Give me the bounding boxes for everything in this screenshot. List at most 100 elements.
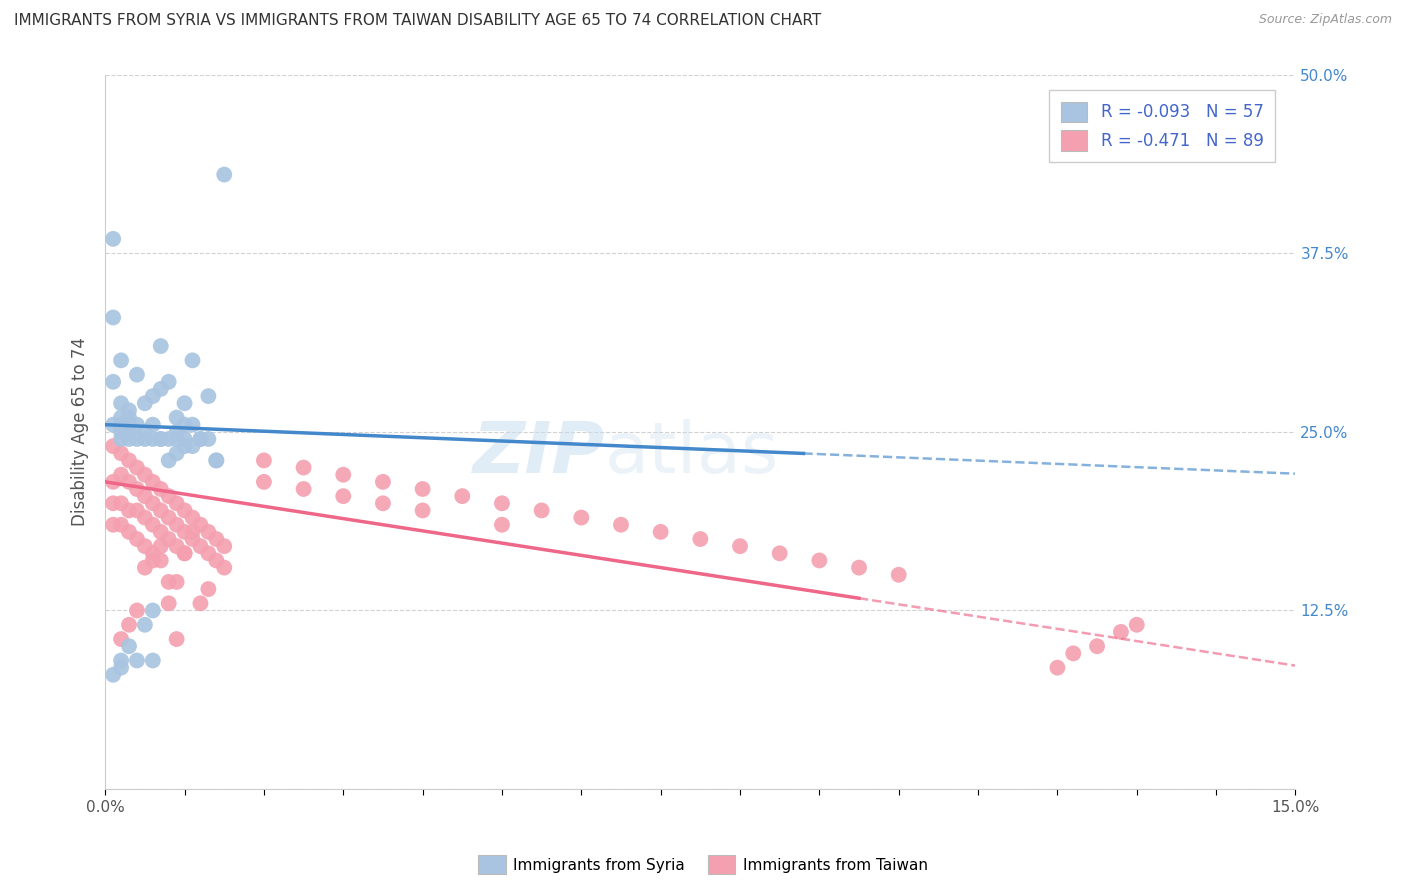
Point — [181, 417, 204, 432]
Point — [149, 339, 172, 353]
Point — [157, 489, 180, 503]
Point — [134, 425, 156, 439]
Point — [118, 425, 141, 439]
Point — [110, 396, 132, 410]
Point — [125, 653, 148, 667]
Point — [101, 375, 124, 389]
Point — [412, 482, 434, 496]
Point — [166, 446, 188, 460]
Point — [253, 453, 276, 467]
Point — [181, 439, 204, 453]
Point — [142, 475, 165, 489]
Point — [134, 396, 156, 410]
Point — [110, 660, 132, 674]
Point — [166, 432, 188, 446]
Point — [181, 353, 204, 368]
Point — [197, 389, 219, 403]
Point — [149, 539, 172, 553]
Point — [118, 475, 141, 489]
Point — [848, 560, 870, 574]
Point — [125, 417, 148, 432]
Point — [101, 232, 124, 246]
Point — [149, 553, 172, 567]
Point — [110, 417, 132, 432]
Point — [173, 524, 195, 539]
Point — [197, 582, 219, 596]
Point — [125, 603, 148, 617]
Point — [166, 632, 188, 646]
Point — [181, 510, 204, 524]
Point — [1062, 646, 1084, 660]
Point — [181, 524, 204, 539]
Point — [197, 432, 219, 446]
Point — [173, 503, 195, 517]
Point — [1126, 617, 1149, 632]
Point — [110, 410, 132, 425]
Text: atlas: atlas — [605, 418, 779, 488]
Point — [650, 524, 672, 539]
Point — [412, 503, 434, 517]
Point — [173, 439, 195, 453]
Point — [451, 489, 474, 503]
Point — [205, 453, 228, 467]
Point — [166, 410, 188, 425]
Point — [149, 382, 172, 396]
Point — [371, 475, 394, 489]
Point — [1046, 660, 1069, 674]
Point — [166, 425, 188, 439]
Point — [110, 653, 132, 667]
Y-axis label: Disability Age 65 to 74: Disability Age 65 to 74 — [72, 337, 89, 526]
Point — [110, 353, 132, 368]
Point — [181, 532, 204, 546]
Point — [491, 517, 513, 532]
Point — [125, 503, 148, 517]
Point — [118, 432, 141, 446]
Point — [157, 596, 180, 610]
Point — [101, 439, 124, 453]
Point — [110, 496, 132, 510]
Point — [101, 517, 124, 532]
Point — [190, 539, 212, 553]
Text: ZIP: ZIP — [472, 418, 605, 488]
Point — [173, 432, 195, 446]
Point — [134, 510, 156, 524]
Point — [149, 432, 172, 446]
Text: IMMIGRANTS FROM SYRIA VS IMMIGRANTS FROM TAIWAN DISABILITY AGE 65 TO 74 CORRELAT: IMMIGRANTS FROM SYRIA VS IMMIGRANTS FROM… — [14, 13, 821, 29]
Point — [1085, 639, 1108, 653]
Point — [142, 432, 165, 446]
Point — [134, 617, 156, 632]
Point — [118, 403, 141, 417]
Point — [149, 524, 172, 539]
Point — [118, 410, 141, 425]
Point — [142, 496, 165, 510]
Point — [190, 432, 212, 446]
Point — [157, 375, 180, 389]
Point — [101, 496, 124, 510]
Point — [157, 574, 180, 589]
Point — [173, 396, 195, 410]
Point — [125, 482, 148, 496]
Point — [142, 389, 165, 403]
Point — [689, 532, 711, 546]
Point — [134, 489, 156, 503]
Point — [142, 417, 165, 432]
Point — [110, 467, 132, 482]
Point — [142, 603, 165, 617]
Point — [197, 524, 219, 539]
Point — [569, 510, 592, 524]
Point — [166, 539, 188, 553]
Point — [118, 503, 141, 517]
Point — [110, 446, 132, 460]
Point — [125, 432, 148, 446]
Point — [101, 310, 124, 325]
Point — [110, 425, 132, 439]
Point — [212, 539, 235, 553]
Point — [190, 432, 212, 446]
Point — [118, 639, 141, 653]
Point — [142, 553, 165, 567]
Point — [118, 417, 141, 432]
Point — [125, 460, 148, 475]
Point — [134, 539, 156, 553]
Point — [173, 546, 195, 560]
Point — [125, 532, 148, 546]
